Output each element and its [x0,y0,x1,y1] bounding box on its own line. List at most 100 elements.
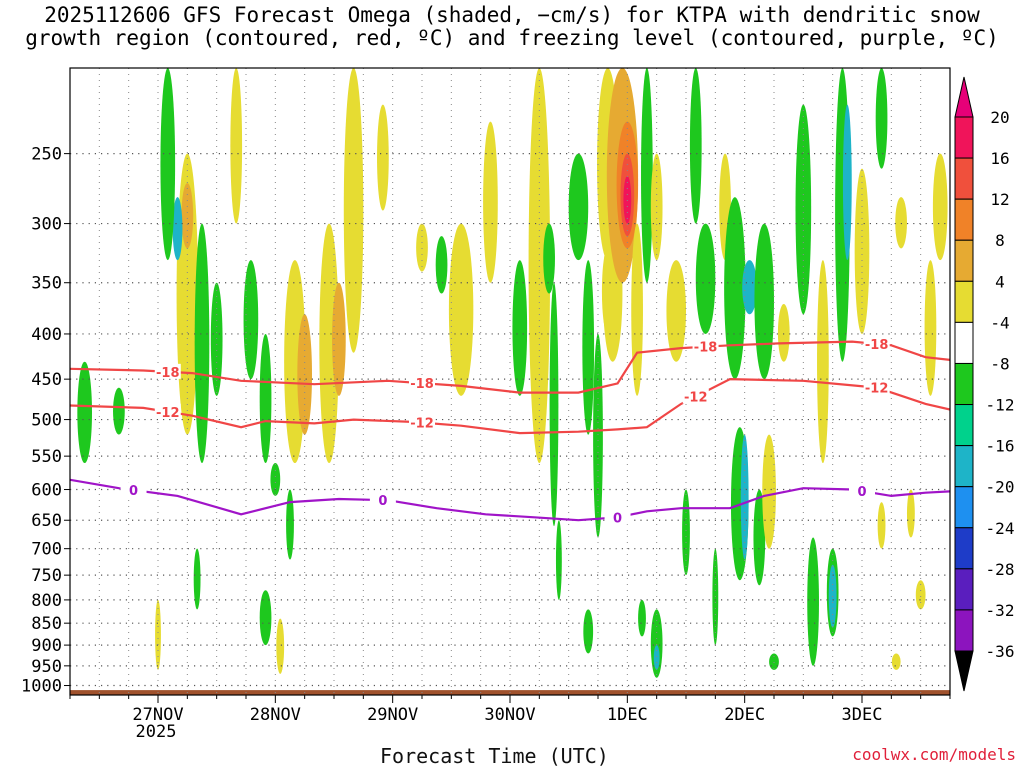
omega-shade [623,175,632,224]
omega-shade [230,68,243,224]
y-tick-label: 1000 [21,677,62,697]
omega-shade [653,645,660,670]
contour-line [70,377,950,435]
omega-shade [895,197,907,249]
colorbar-label: -4 [990,313,1009,332]
x-tick-label: 1DEC [607,705,648,725]
contour-label-bg [409,375,435,391]
y-tick-label: 450 [31,370,62,390]
x-tick-label: 2DEC [724,705,765,725]
omega-shade [689,68,702,224]
colorbar-segment [954,239,974,282]
contour-label: 0 [613,511,622,526]
omega-shade [243,260,259,380]
contour-label: 0 [129,484,138,499]
contour-label-bg [682,388,709,404]
omega-shade [259,590,272,646]
omega-shade [270,463,281,496]
y-tick-label: 700 [31,540,62,560]
omega-shade [113,387,125,435]
omega-shade [332,282,346,396]
y-tick-label: 400 [31,325,62,345]
colorbar-segment [954,404,974,447]
omega-shade [875,68,888,169]
colorbar-bottom-arrow [954,650,974,692]
x-axis-label: Forecast Time (UTC) [380,744,609,768]
contour-label-bg [849,483,875,499]
colorbar-segment [954,568,974,611]
title-line-2: growth region (contoured, red, ºC) and f… [25,26,999,50]
omega-shade [601,248,614,334]
contour-label-bg [154,403,181,419]
omega-shade [854,168,870,334]
omega-shade [77,361,92,464]
omega-shade [740,434,749,560]
omega-shade [319,223,339,464]
omega-shade [769,653,779,670]
contour-label-bg [409,414,435,430]
omega-shade [906,489,915,538]
omega-shade [742,260,757,315]
contour-label-bg [692,338,719,354]
omega-shade [666,260,686,362]
colorbar-segment [954,280,974,323]
colorbar-segment [954,362,974,406]
y-tick-label: 800 [31,591,62,611]
contour-label-bg [369,492,396,508]
colorbar-label: -28 [986,560,1015,579]
x-tick-sublabel: 2025 [136,722,177,742]
omega-shade [915,580,926,610]
x-tick-label: 27NOV [132,705,183,725]
colorbar-label: -8 [990,354,1009,373]
contour-label: -12 [865,382,889,397]
y-tick-label: 650 [31,511,62,531]
omega-shade [155,599,161,670]
x-tick-label: 30NOV [484,705,535,725]
omega-shading [77,68,948,678]
omega-shade [483,121,498,283]
contour-label: 0 [857,485,866,500]
title-line-1: 2025112606 GFS Forecast Omega (shaded, −… [44,3,980,27]
contour-label-bg [154,363,181,379]
omega-shade [682,489,690,576]
y-tick-label: 950 [31,657,62,677]
omega-shade [754,223,774,380]
omega-shade [807,537,819,666]
contour-label: -12 [156,406,180,421]
omega-shade [924,260,937,396]
contour-label: -18 [865,338,889,353]
colorbar-segment [954,198,974,241]
y-tick-label: 850 [31,614,62,634]
contour-label-bg [863,335,890,351]
omega-shade [638,599,646,637]
contour-label: -12 [410,417,434,432]
colorbar-top-arrow [954,76,974,118]
y-tick-label: 900 [31,636,62,656]
omega-shade [512,260,528,396]
colorbar-segment [954,445,974,488]
contour-label: -18 [410,377,434,392]
contour-label-bg [604,509,631,525]
x-tick-label: 29NOV [367,705,418,725]
watermark: coolwx.com/models [852,745,1016,764]
colorbar-segment [954,609,974,652]
y-tick-label: 600 [31,481,62,501]
colorbar-label: 12 [990,190,1009,209]
contour-label-bg [863,379,890,395]
omega-shade [543,223,555,294]
colorbar-label: 20 [990,108,1009,127]
colorbar-label: -16 [986,437,1015,456]
chart-title: 2025112606 GFS Forecast Omega (shaded, −… [0,4,1024,50]
omega-shade [448,223,474,396]
omega-shade [276,618,285,674]
omega-shade [593,333,603,538]
y-tick-label: 550 [31,447,62,467]
omega-shade [877,502,886,549]
colorbar-segment [954,321,974,364]
contour-label: -18 [156,366,180,381]
contour-label: -12 [684,391,708,406]
colorbar-label: 16 [990,149,1009,168]
omega-shade [416,223,428,272]
